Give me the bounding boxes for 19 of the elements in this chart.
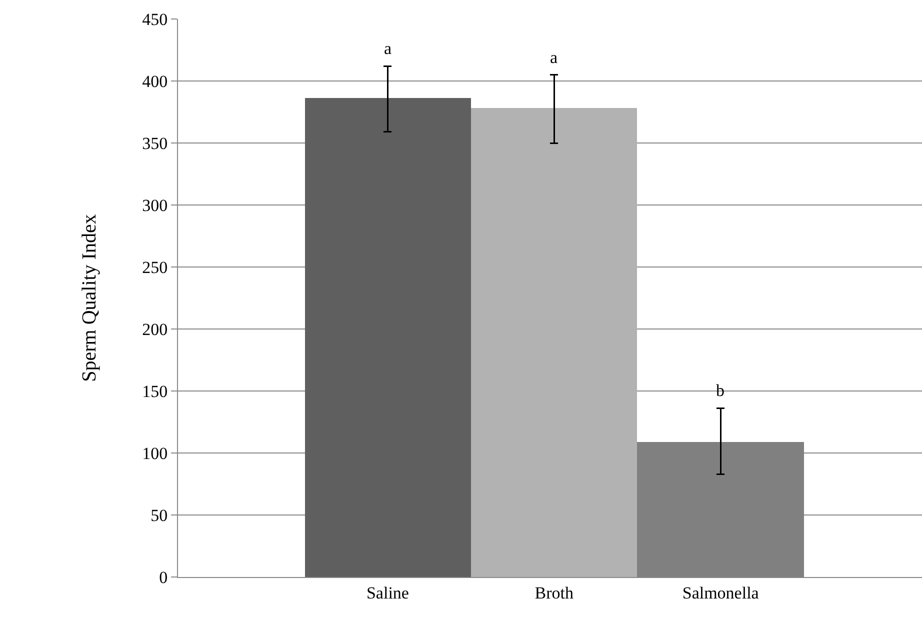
annotation: a: [384, 39, 392, 58]
y-tick-label: 150: [142, 382, 168, 401]
x-tick-label: Broth: [534, 583, 574, 602]
annotation: a: [550, 48, 558, 67]
y-tick-label: 250: [142, 258, 168, 277]
bar: [305, 98, 471, 577]
y-tick-label: 200: [142, 320, 168, 339]
y-tick-label: 400: [142, 72, 168, 91]
y-tick-label: 450: [142, 10, 168, 29]
x-tick-label: Salmonella: [682, 583, 760, 602]
y-tick-label: 300: [142, 196, 168, 215]
x-tick-label: Saline: [366, 583, 409, 602]
y-tick-label: 350: [142, 134, 168, 153]
y-tick-label: 0: [159, 568, 168, 587]
annotation: b: [716, 381, 724, 400]
y-axis-title: Sperm Quality Index: [78, 214, 101, 382]
y-tick-label: 100: [142, 444, 168, 463]
y-tick-label: 50: [150, 506, 168, 525]
bar: [471, 108, 637, 577]
